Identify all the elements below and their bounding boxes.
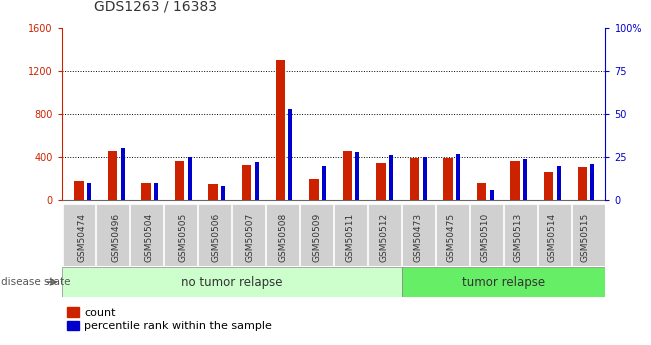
- Text: GSM50509: GSM50509: [312, 213, 322, 262]
- Text: GSM50473: GSM50473: [413, 213, 422, 262]
- Text: tumor relapse: tumor relapse: [462, 276, 545, 288]
- Bar: [62, 204, 95, 266]
- Text: GSM50504: GSM50504: [145, 213, 154, 262]
- Bar: [443, 158, 452, 200]
- Bar: [96, 204, 129, 266]
- Bar: [402, 204, 435, 266]
- Bar: [436, 204, 469, 266]
- Text: GSM50514: GSM50514: [547, 213, 556, 262]
- Bar: [322, 166, 326, 200]
- Text: no tumor relapse: no tumor relapse: [181, 276, 283, 288]
- Text: GSM50515: GSM50515: [581, 213, 590, 262]
- Bar: [368, 204, 401, 266]
- Bar: [389, 155, 393, 200]
- Bar: [221, 186, 225, 200]
- Bar: [572, 204, 605, 266]
- Bar: [470, 204, 503, 266]
- Text: GSM50513: GSM50513: [514, 213, 523, 262]
- Bar: [242, 165, 251, 200]
- Bar: [300, 204, 333, 266]
- Bar: [342, 150, 352, 200]
- Bar: [266, 204, 299, 266]
- Bar: [208, 184, 218, 200]
- Bar: [175, 161, 184, 200]
- Bar: [456, 154, 460, 200]
- Text: GSM50512: GSM50512: [380, 213, 389, 262]
- Bar: [199, 204, 231, 266]
- Bar: [523, 159, 527, 200]
- Bar: [490, 190, 493, 200]
- Legend: count, percentile rank within the sample: count, percentile rank within the sample: [68, 307, 272, 331]
- Bar: [477, 183, 486, 200]
- Bar: [232, 204, 265, 266]
- Bar: [130, 204, 163, 266]
- Bar: [87, 183, 91, 200]
- Bar: [422, 157, 426, 200]
- Bar: [510, 161, 520, 200]
- Bar: [410, 158, 419, 200]
- Bar: [590, 164, 594, 200]
- Bar: [165, 204, 197, 266]
- Bar: [504, 204, 537, 266]
- Text: GSM50506: GSM50506: [212, 213, 221, 262]
- Bar: [376, 164, 385, 200]
- Bar: [187, 157, 191, 200]
- Bar: [154, 183, 158, 200]
- Bar: [275, 60, 285, 200]
- Text: GSM50510: GSM50510: [480, 213, 489, 262]
- Bar: [108, 150, 117, 200]
- Bar: [577, 167, 587, 200]
- Bar: [120, 148, 124, 200]
- Bar: [288, 109, 292, 200]
- Text: GDS1263 / 16383: GDS1263 / 16383: [94, 0, 217, 14]
- Bar: [62, 267, 402, 297]
- Bar: [74, 181, 84, 200]
- Text: GSM50507: GSM50507: [245, 213, 255, 262]
- Text: GSM50511: GSM50511: [346, 213, 355, 262]
- Text: GSM50475: GSM50475: [447, 213, 456, 262]
- Text: disease state: disease state: [1, 277, 70, 287]
- Bar: [255, 162, 259, 200]
- Bar: [335, 204, 367, 266]
- Bar: [141, 183, 151, 200]
- Bar: [544, 172, 553, 200]
- Bar: [402, 267, 605, 297]
- Text: GSM50474: GSM50474: [77, 213, 87, 262]
- Bar: [538, 204, 571, 266]
- Bar: [309, 179, 318, 200]
- Text: GSM50505: GSM50505: [178, 213, 187, 262]
- Bar: [355, 152, 359, 200]
- Bar: [557, 166, 561, 200]
- Text: GSM50508: GSM50508: [279, 213, 288, 262]
- Text: GSM50496: GSM50496: [111, 213, 120, 262]
